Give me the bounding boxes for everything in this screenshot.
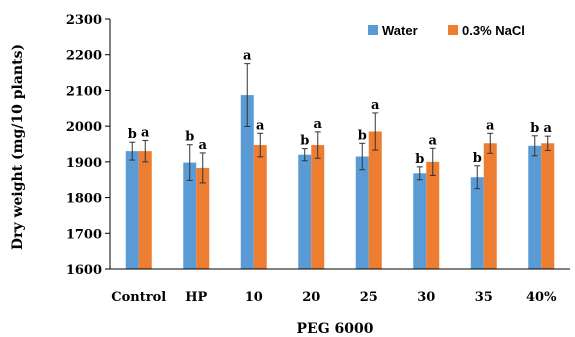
- bar-nacl: [138, 151, 152, 269]
- bar-water: [470, 177, 484, 269]
- y-tick-label: 2300: [66, 13, 102, 28]
- bar-nacl: [541, 143, 555, 269]
- y-tick-label: 1600: [66, 263, 102, 278]
- bar-water: [183, 162, 197, 269]
- x-tick-label: 40%: [526, 290, 557, 305]
- y-tick-label: 2200: [66, 49, 102, 64]
- bar-water: [240, 95, 254, 269]
- significance-label: b: [473, 151, 482, 166]
- y-tick-label: 1700: [66, 227, 102, 242]
- legend-swatch-water: [368, 25, 378, 35]
- bar-nacl: [196, 167, 210, 269]
- bar-water: [413, 173, 427, 269]
- legend-swatch-nacl: [448, 25, 458, 35]
- significance-label: a: [243, 49, 252, 64]
- significance-label: b: [358, 128, 367, 143]
- bar-water: [125, 151, 139, 269]
- significance-label: a: [256, 118, 265, 133]
- significance-label: b: [530, 121, 539, 136]
- bar-water: [528, 145, 542, 269]
- bar-nacl: [483, 143, 497, 269]
- x-tick-label: 20: [302, 290, 320, 305]
- significance-label: a: [486, 118, 495, 133]
- significance-label: b: [300, 134, 309, 149]
- x-tick-label: 35: [475, 290, 493, 305]
- significance-label: a: [429, 133, 438, 148]
- y-axis: 1600 1700 1800 1900 2000 2100 2200 2300: [66, 13, 111, 278]
- bar-water: [355, 156, 369, 269]
- y-tick-label: 2100: [66, 84, 102, 99]
- legend-label-nacl: 0.3% NaCl: [462, 23, 525, 38]
- y-axis-label: Dry weight (mg/10 plants): [10, 44, 26, 250]
- x-tick-label: 30: [417, 290, 435, 305]
- x-tick-label: HP: [185, 290, 207, 305]
- y-tick-label: 2000: [66, 120, 102, 135]
- x-tick-label: 10: [245, 290, 263, 305]
- x-axis: Control HP 10 20 25 30 35 40%: [110, 268, 570, 305]
- bar-nacl: [426, 161, 440, 269]
- bar-nacl: [368, 131, 382, 269]
- y-tick-label: 1800: [66, 192, 102, 207]
- significance-label: b: [185, 130, 194, 145]
- significance-label: b: [128, 127, 137, 142]
- significance-label: a: [141, 125, 150, 140]
- significance-label: a: [544, 121, 553, 136]
- significance-label: a: [371, 98, 380, 113]
- legend: Water 0.3% NaCl: [368, 23, 525, 38]
- legend-label-water: Water: [382, 23, 418, 38]
- bar-water: [298, 154, 312, 269]
- significance-label: b: [415, 152, 424, 167]
- x-axis-label: PEG 6000: [297, 321, 374, 337]
- significance-label: a: [199, 138, 208, 153]
- bar-nacl: [311, 145, 325, 269]
- bar-nacl: [253, 145, 267, 269]
- y-tick-label: 1900: [66, 156, 102, 171]
- x-tick-label: Control: [111, 290, 166, 305]
- significance-label: a: [314, 117, 323, 132]
- x-tick-label: 25: [360, 290, 378, 305]
